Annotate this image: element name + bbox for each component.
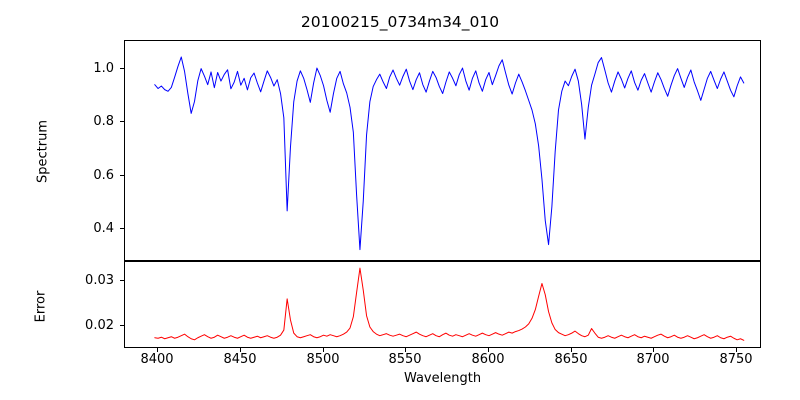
spectrum-ytick-label-4: 0.4 bbox=[93, 221, 114, 236]
xtick-mark-4 bbox=[405, 348, 407, 352]
error-axis-label: Error bbox=[33, 290, 49, 323]
error-ytick-mark-2 bbox=[120, 325, 124, 327]
xtick-mark-1 bbox=[157, 348, 159, 352]
error-line-series bbox=[154, 267, 745, 341]
xtick-mark-6 bbox=[571, 348, 573, 352]
xtick-mark-7 bbox=[653, 348, 655, 352]
xtick-label-8: 8750 bbox=[719, 352, 753, 367]
xtick-label-6: 8650 bbox=[554, 352, 588, 367]
spectrum-ytick-label-1: 1.0 bbox=[93, 61, 114, 76]
error-ytick-label-2: 0.02 bbox=[85, 318, 114, 333]
spectrum-ytick-mark-3 bbox=[120, 175, 124, 177]
xtick-label-7: 8700 bbox=[636, 352, 670, 367]
error-plot-area bbox=[124, 261, 761, 348]
xtick-label-3: 8500 bbox=[306, 352, 340, 367]
spectrum-ytick-mark-1 bbox=[120, 68, 124, 70]
error-ytick-label-1: 0.03 bbox=[85, 273, 114, 288]
xtick-mark-2 bbox=[240, 348, 242, 352]
spectrum-axis-label: Spectrum bbox=[35, 120, 51, 183]
spectrum-ytick-mark-4 bbox=[120, 228, 124, 230]
xtick-mark-5 bbox=[488, 348, 490, 352]
page-title: 20100215_0734m34_010 bbox=[300, 13, 500, 31]
xtick-label-2: 8450 bbox=[223, 352, 257, 367]
xtick-label-1: 8400 bbox=[140, 352, 174, 367]
spectrum-ytick-label-3: 0.6 bbox=[93, 168, 114, 183]
xtick-label-4: 8550 bbox=[388, 352, 422, 367]
spectrum-ytick-mark-2 bbox=[120, 121, 124, 123]
xtick-label-5: 8600 bbox=[471, 352, 505, 367]
wavelength-axis-label: Wavelength bbox=[403, 371, 482, 386]
xtick-mark-8 bbox=[736, 348, 738, 352]
spectrum-line-series bbox=[154, 56, 745, 251]
xtick-mark-3 bbox=[323, 348, 325, 352]
spectrum-plot-area bbox=[124, 40, 761, 261]
error-ytick-mark-1 bbox=[120, 280, 124, 282]
spectrum-ytick-label-2: 0.8 bbox=[93, 114, 114, 129]
